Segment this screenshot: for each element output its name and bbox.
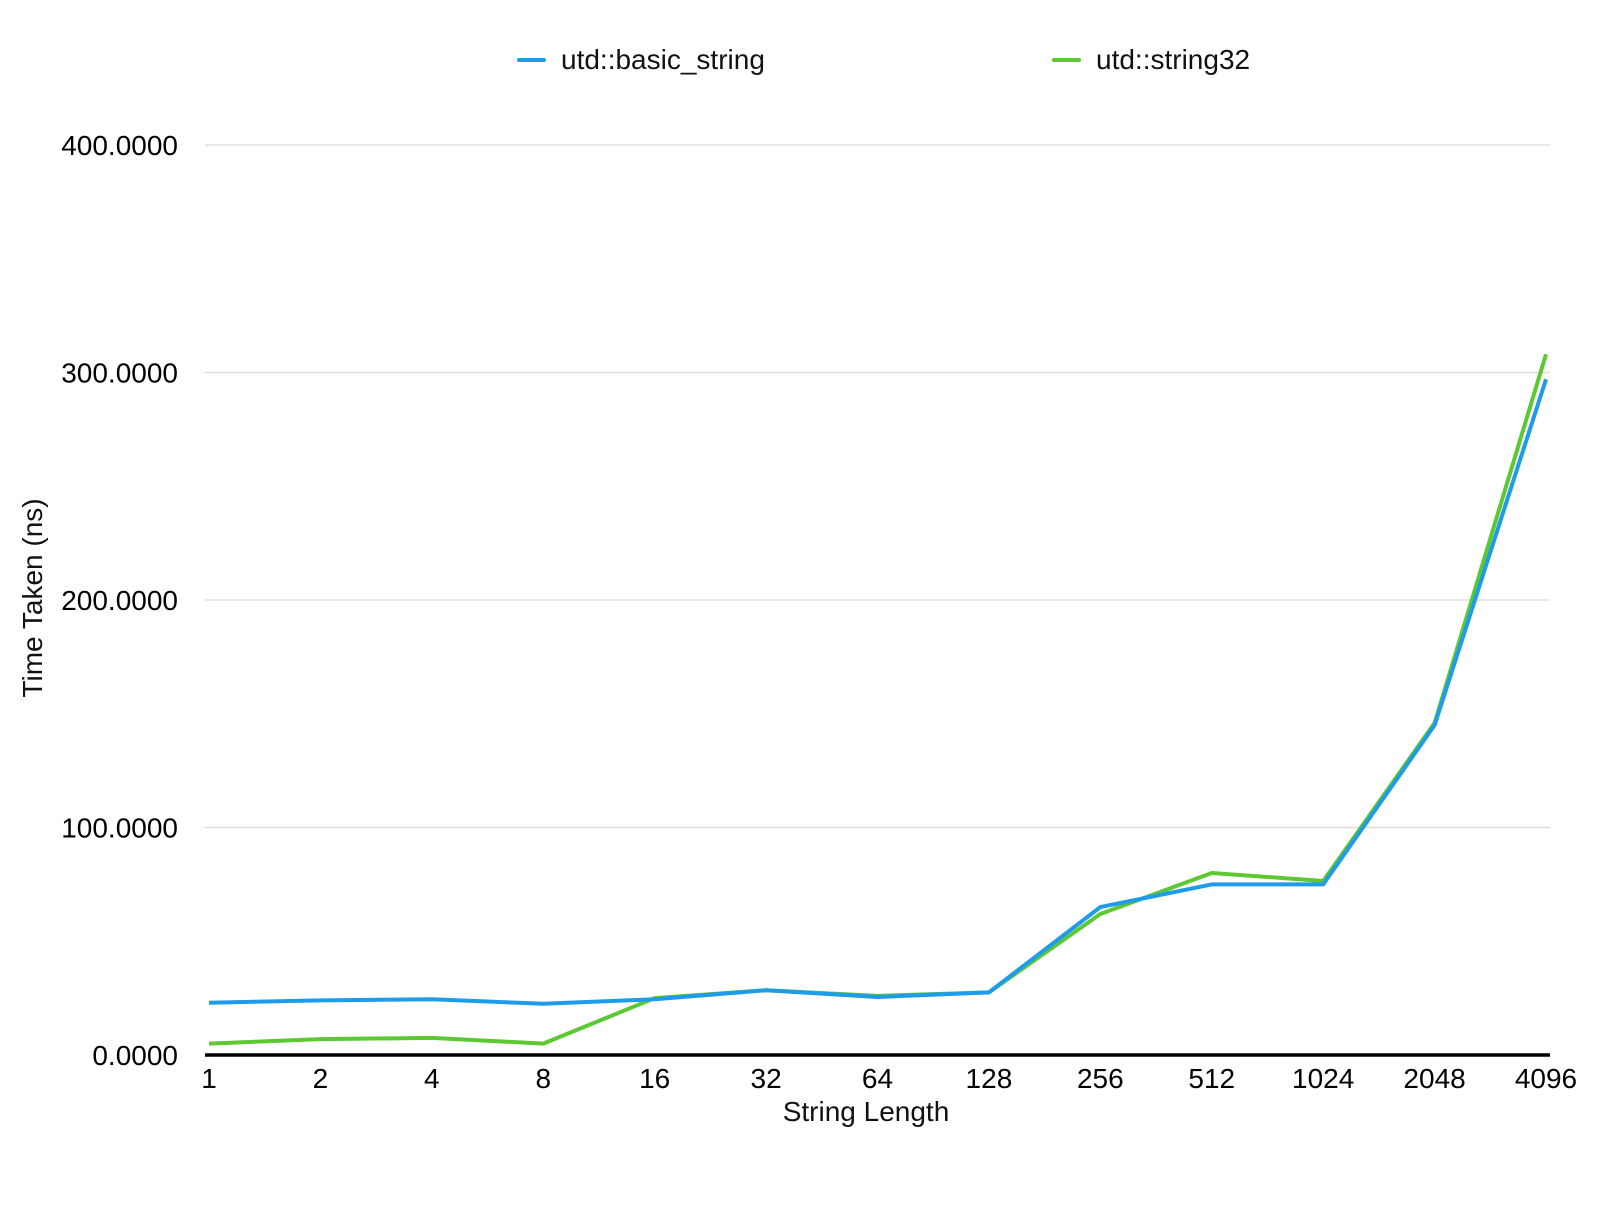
y-tick-label-200: 200.0000 (61, 585, 178, 616)
legend-swatch-string32-icon (1052, 57, 1081, 63)
legend-label-string32: utd::string32 (1096, 44, 1251, 75)
x-tick-label-4096: 4096 (1515, 1063, 1577, 1094)
x-tick-label-4: 4 (424, 1063, 440, 1094)
x-tick-label-8: 8 (535, 1063, 551, 1094)
x-tick-label-128: 128 (966, 1063, 1013, 1094)
legend-label-basic-string: utd::basic_string (561, 44, 765, 75)
y-tick-label-0: 0.0000 (92, 1040, 178, 1071)
x-tick-label-16: 16 (639, 1063, 670, 1094)
x-tick-label-256: 256 (1077, 1063, 1124, 1094)
y-axis-title: Time Taken (ns) (17, 498, 48, 698)
x-tick-label-64: 64 (862, 1063, 893, 1094)
x-tick-label-1: 1 (201, 1063, 217, 1094)
x-tick-label-32: 32 (751, 1063, 782, 1094)
x-tick-label-512: 512 (1188, 1063, 1235, 1094)
y-tick-label-100: 100.0000 (61, 813, 178, 844)
series-line-utd-string32 (208, 353, 1548, 1046)
series-line-utd-basic-string (208, 378, 1548, 1006)
x-tick-label-1024: 1024 (1292, 1063, 1354, 1094)
x-tick-label-2: 2 (313, 1063, 329, 1094)
legend-swatch-basic-string-icon (517, 57, 546, 63)
y-tick-label-400: 400.0000 (61, 130, 178, 161)
legend-item-string32: utd::string32 (1052, 44, 1250, 76)
x-axis-title: String Length (782, 1096, 950, 1127)
x-tick-label-2048: 2048 (1403, 1063, 1465, 1094)
legend-item-basic-string: utd::basic_string (517, 44, 765, 76)
y-tick-label-300: 300.0000 (61, 358, 178, 389)
